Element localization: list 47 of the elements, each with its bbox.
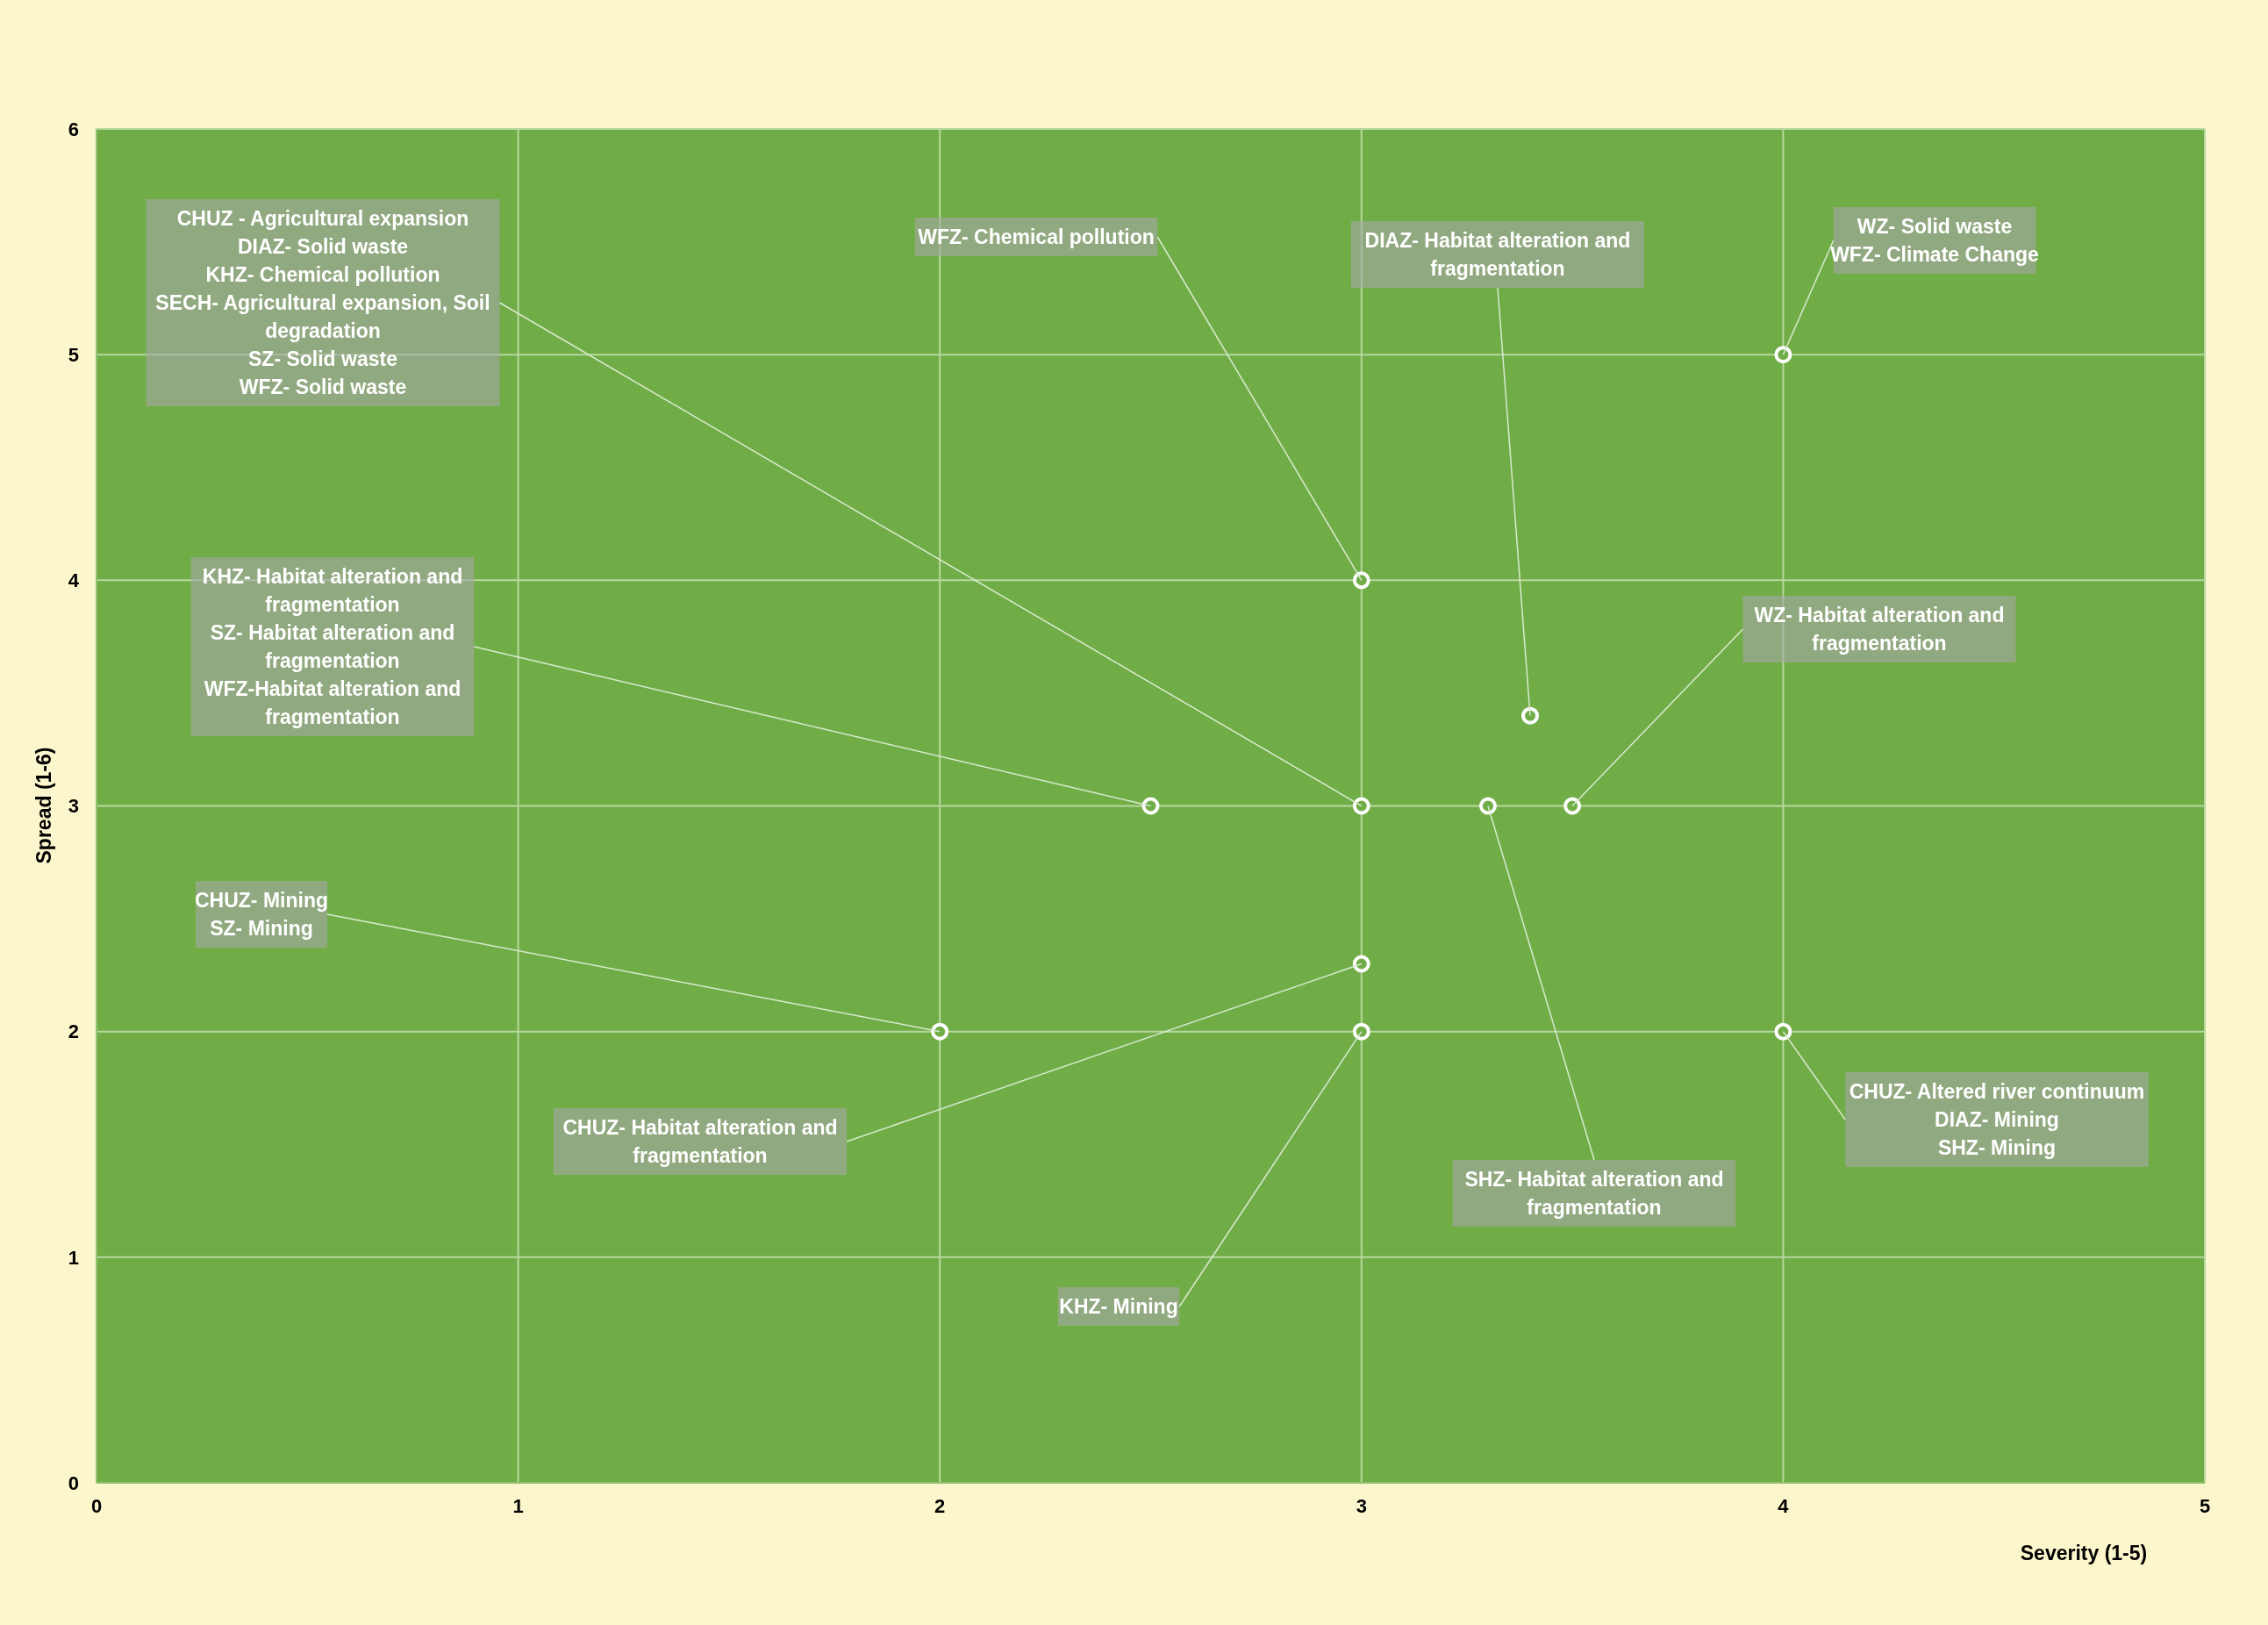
x-tick-label: 4 xyxy=(1778,1494,1790,1517)
callout: CHUZ- Mining SZ- Mining xyxy=(195,881,941,1033)
x-axis-title: Severity (1-5) xyxy=(2020,1542,2148,1564)
annotation: CHUZ- Altered river continuum DIAZ- Mining SHZ- Mining xyxy=(1849,1080,2145,1159)
callout: DIAZ- Habitat alteration and fragmentation xyxy=(1351,221,1644,717)
y-axis-title: Spread (1-6) xyxy=(32,747,55,864)
callout: KHZ- Mining xyxy=(1057,1030,1363,1326)
annotation: DIAZ- Habitat alteration and fragmentation xyxy=(1364,229,1631,280)
y-tick-label: 5 xyxy=(68,343,79,366)
callout: SHZ- Habitat alteration and fragmentation xyxy=(1452,805,1736,1227)
y-tick-label: 0 xyxy=(68,1471,79,1494)
callout: CHUZ- Habitat alteration and fragmentation xyxy=(554,963,1363,1175)
annotation: WFZ- Chemical pollution xyxy=(918,225,1155,248)
x-tick-label: 1 xyxy=(512,1494,524,1517)
callout: KHZ- Habitat alteration and fragmentation SZ- Habitat alteration and fragmentation WFZ-Habitat alteration and fragmentation xyxy=(190,557,1152,807)
y-tick-label: 1 xyxy=(68,1246,79,1269)
annotation: KHZ- Habitat alteration and fragmentation SZ- Habitat alteration and fragmentation WFZ-Habitat alteration and fragmentation xyxy=(202,565,463,728)
point xyxy=(1352,571,1370,590)
y-tick-label: 2 xyxy=(68,1020,79,1043)
x-tick-label: 3 xyxy=(1356,1494,1367,1517)
point xyxy=(1563,797,1582,815)
point xyxy=(1141,797,1160,815)
point xyxy=(1352,1022,1370,1041)
point xyxy=(1352,955,1370,973)
callout: WFZ- Chemical pollution xyxy=(914,218,1363,582)
callout: CHUZ- Altered river continuum DIAZ- Mining SHZ- Mining xyxy=(1782,1030,2149,1167)
y-tick-label: 3 xyxy=(68,795,79,818)
annotation: CHUZ - Agricultural expansion DIAZ- Solid waste KHZ- Chemical pollution SECH- Agricultural expansion, Soil degradation SZ- Solid waste WFZ- Solid waste xyxy=(155,207,490,398)
point xyxy=(1521,706,1540,725)
x-tick-label: 5 xyxy=(2199,1494,2211,1517)
point xyxy=(1774,1022,1792,1041)
callout: WZ- Habitat alteration and fragmentation xyxy=(1571,596,2016,807)
y-tick-label: 6 xyxy=(68,118,79,140)
point xyxy=(1352,797,1370,815)
y-tick-label: 4 xyxy=(68,569,80,592)
point xyxy=(1774,346,1792,364)
x-tick-label: 2 xyxy=(934,1494,946,1517)
callout: WZ- Solid waste WFZ- Climate Change xyxy=(1782,207,2039,355)
point xyxy=(1478,797,1497,815)
annotation: CHUZ- Mining SZ- Mining xyxy=(194,889,329,940)
annotation: KHZ- Mining xyxy=(1059,1295,1178,1318)
annotation: CHUZ- Habitat alteration and fragmentation xyxy=(562,1116,838,1167)
annotation: WZ- Solid waste WFZ- Climate Change xyxy=(1830,215,2039,266)
x-tick-label: 0 xyxy=(90,1494,103,1517)
annotation: SHZ- Habitat alteration and fragmentation xyxy=(1464,1168,1724,1219)
annotation: WZ- Habitat alteration and fragmentation xyxy=(1754,604,2005,655)
point xyxy=(931,1022,949,1041)
